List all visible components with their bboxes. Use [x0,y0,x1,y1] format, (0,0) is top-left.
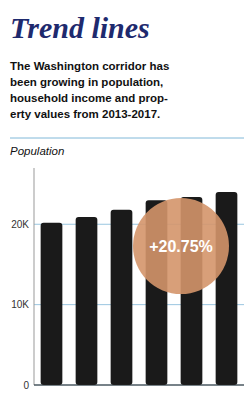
grid-line [34,385,244,386]
y-tick-label: 20K [11,219,29,230]
annotation-circle [133,198,229,294]
divider [10,138,244,139]
bars [41,192,238,385]
annotation: +20.75% [149,238,213,255]
y-tick-label: 0 [23,380,29,391]
bar [41,223,63,385]
y-axis-line [34,168,35,385]
grid-line [34,304,244,305]
bar [76,217,98,385]
subtitle: erty values from 2013-2017. [10,108,160,120]
subtitle: household income and prop- [10,92,168,104]
subtitle: The Washington corridor has [10,60,169,72]
y-tick-label: 10K [11,299,29,310]
bar [111,210,133,385]
x-axis-line [34,384,244,385]
chart-svg: Trend lines The Washington corridor has be… [0,0,250,400]
title: Trend lines [10,11,150,44]
y-axis-label: Population [10,145,64,157]
subtitle: been growing in population, [10,76,163,88]
chart-container: Trend lines The Washington corridor has be… [0,0,250,400]
